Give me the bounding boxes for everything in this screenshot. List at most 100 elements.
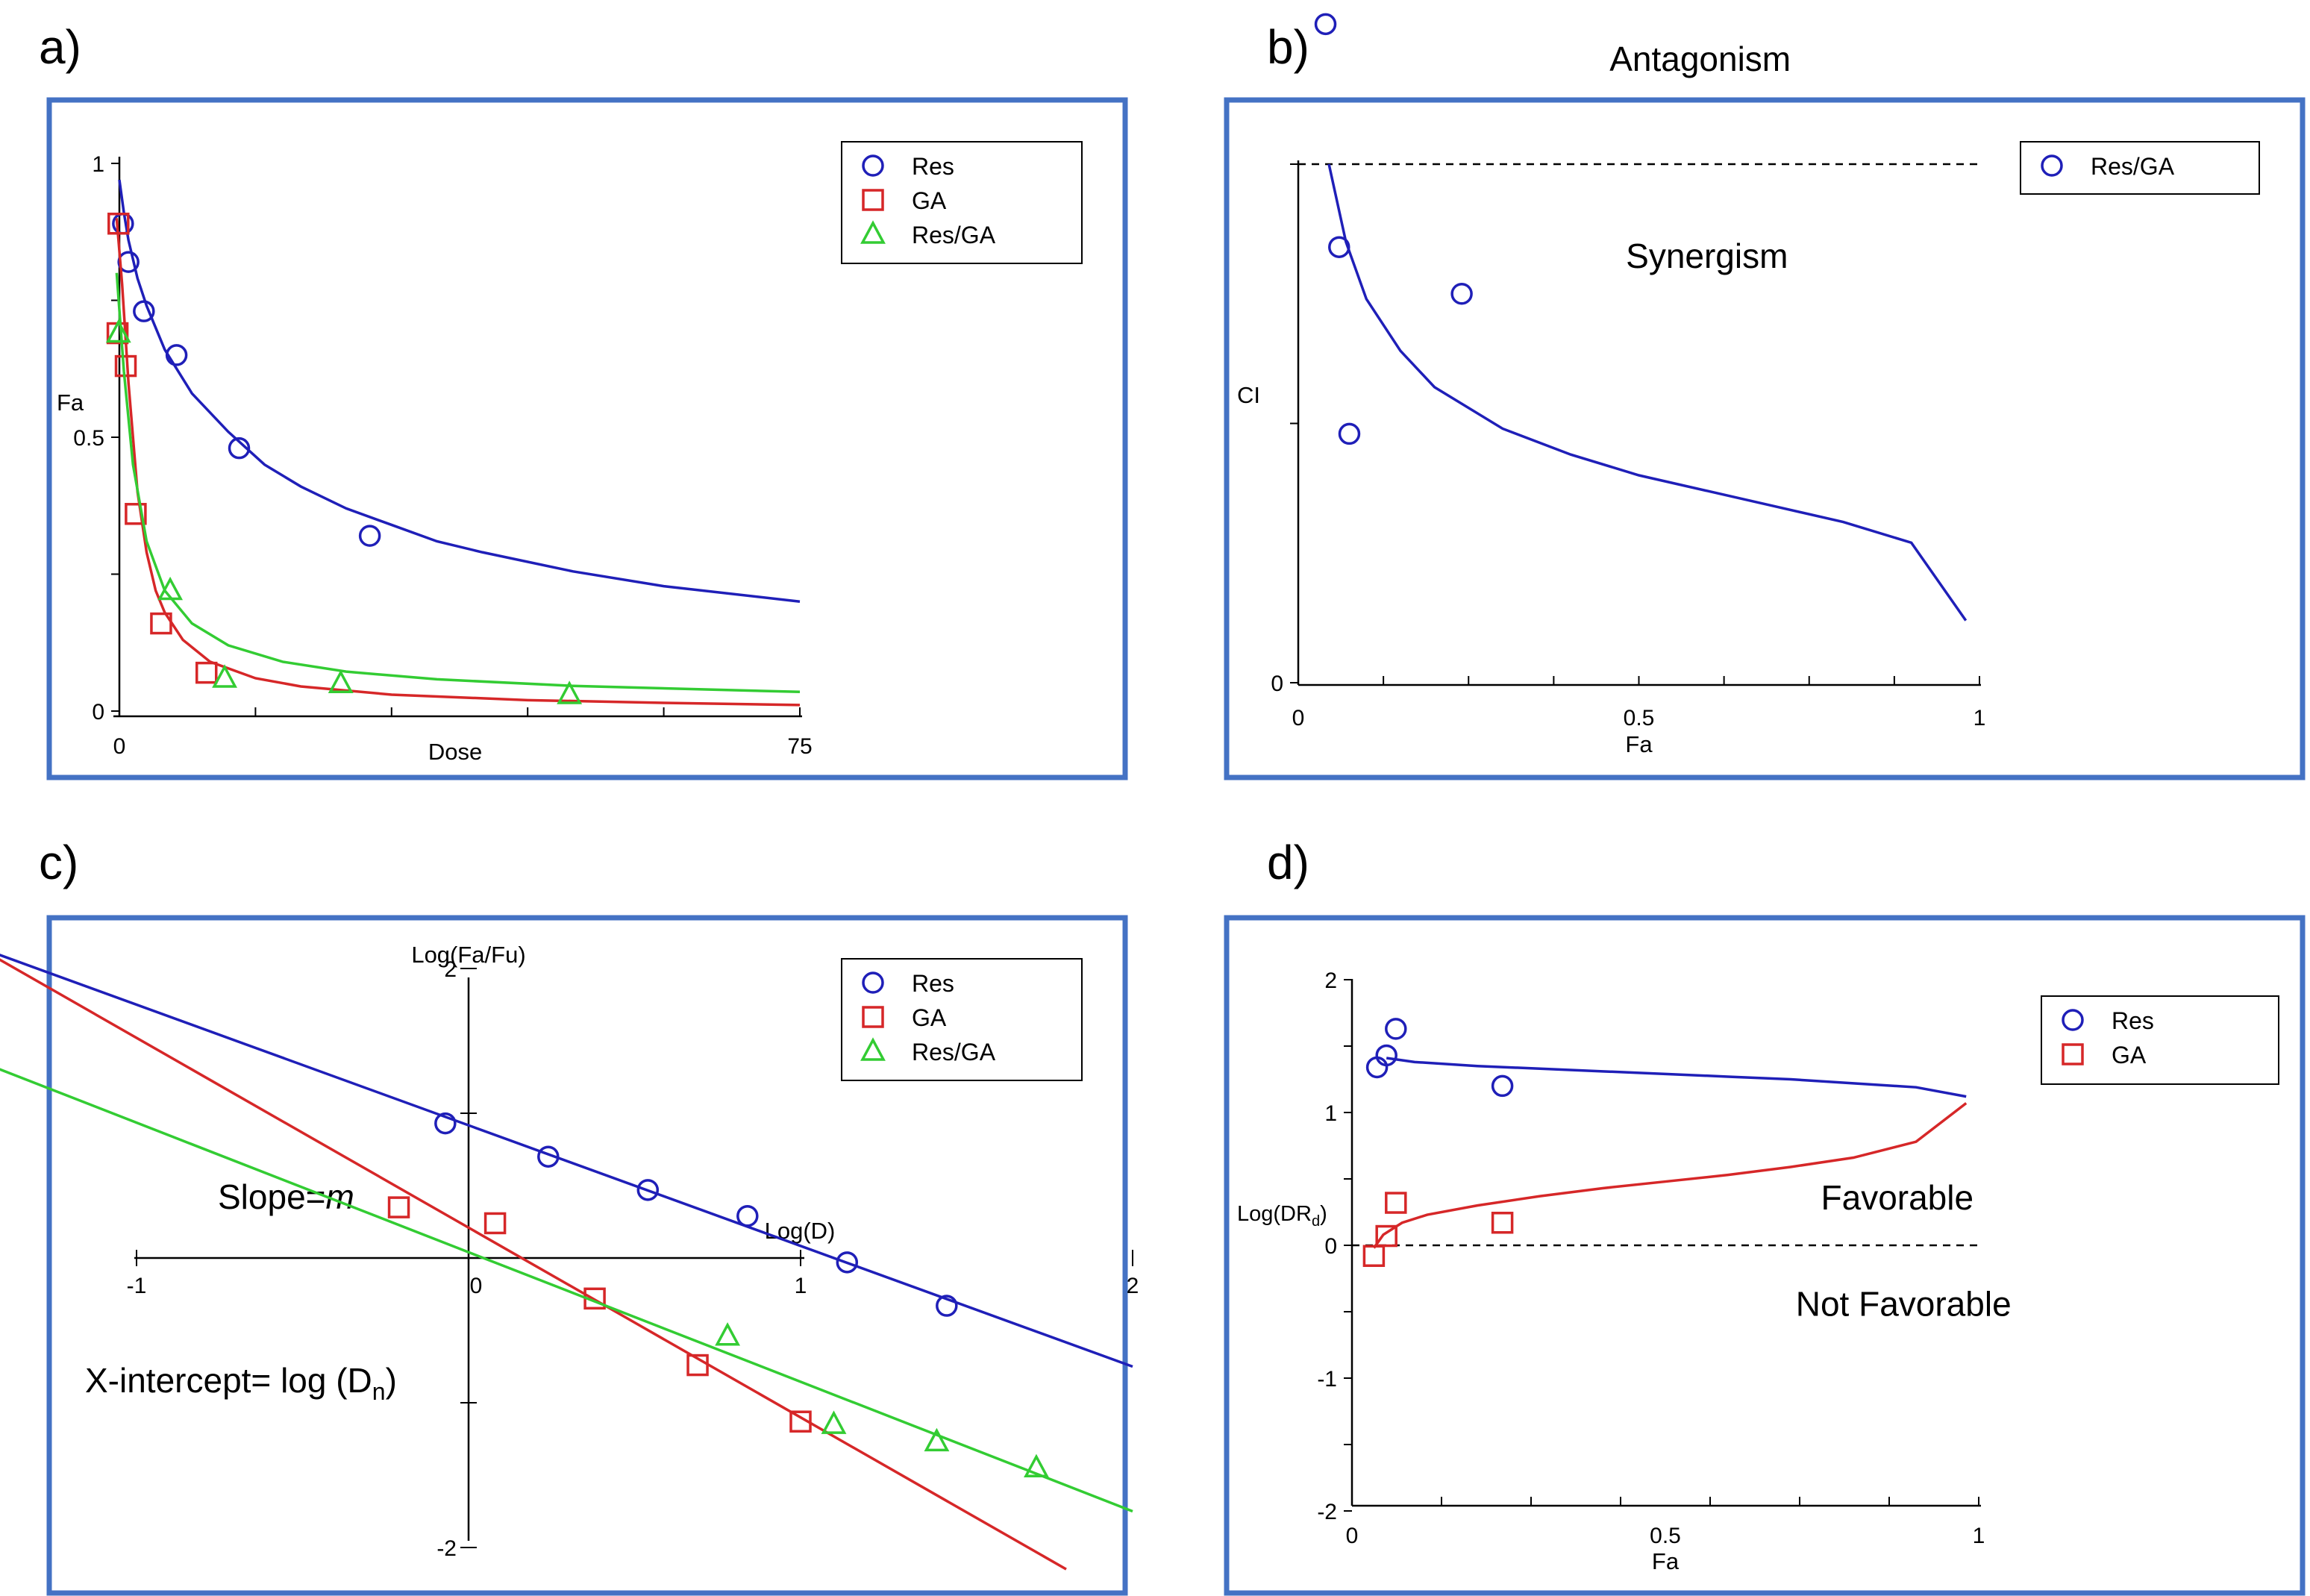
y-tick-label: 2 <box>1324 968 1337 993</box>
curve-ga <box>1372 1102 1968 1249</box>
point-ga <box>789 1410 812 1433</box>
y-tick-label: 0 <box>1271 672 1283 696</box>
point-res-ga <box>821 1410 847 1434</box>
point-ga <box>107 212 130 235</box>
point-ga <box>114 354 137 378</box>
point-ga <box>1362 1245 1386 1267</box>
point-res <box>936 1295 958 1317</box>
legend-label-ga: GA <box>2112 1042 2147 1068</box>
point-res-ga <box>328 669 354 694</box>
legend-label-res-ga: Res/GA <box>912 222 996 248</box>
legend-label-res-ga: Res/GA <box>912 1039 996 1065</box>
point-res <box>165 344 188 366</box>
panel-frame-c <box>46 915 1128 1596</box>
curve-ga <box>115 218 801 707</box>
panel-label-a: a) <box>39 20 81 74</box>
legend-marker-ga <box>2062 1043 2084 1065</box>
annotation-x-intercept-sub: n <box>372 1378 386 1405</box>
legend-marker-res <box>2062 1009 2084 1031</box>
point-res-ga <box>1024 1453 1049 1478</box>
point-ga <box>483 1212 507 1235</box>
point-res-ga <box>557 680 583 704</box>
annotation-favorable: Favorable <box>1821 1178 1974 1217</box>
x-axis-label: Fa <box>1652 1548 1680 1574</box>
fit-line-res-ga <box>0 1068 1133 1513</box>
x-tick-label: 2 <box>1127 1274 1139 1298</box>
x-tick-label: 0 <box>1346 1524 1359 1548</box>
point-res <box>537 1145 560 1168</box>
point-res <box>1491 1074 1514 1098</box>
point-res <box>836 1251 859 1274</box>
point-res <box>358 525 381 547</box>
curve-res-ga <box>1327 163 1968 622</box>
chart-a: 0 0.5 1 0 75 Dose Fa Res GA Res/GA <box>57 141 1083 765</box>
legend-label-res-ga: Res/GA <box>2091 153 2175 180</box>
y-tick-label: 1 <box>1324 1101 1337 1126</box>
y-axis-label-sub: d <box>1312 1213 1320 1230</box>
y-tick-label: -2 <box>1317 1500 1337 1524</box>
legend-box <box>2041 995 2279 1085</box>
legend-marker-res <box>862 154 884 177</box>
y-tick-label: 0.5 <box>73 426 104 451</box>
legend-label-res: Res <box>912 153 954 180</box>
legend-marker-res-ga <box>2041 154 2063 177</box>
point-res-ga <box>105 319 131 343</box>
panel-label-d: d) <box>1267 836 1309 889</box>
y-axis-label: Log(Fa/Fu) <box>411 942 525 968</box>
annotation-slope: Slope=m <box>218 1177 354 1216</box>
legend-label-ga: GA <box>912 1004 947 1031</box>
point-res <box>1375 1044 1397 1067</box>
y-tick-label: -1 <box>1317 1367 1337 1392</box>
x-axis-label: Fa <box>1625 731 1653 757</box>
point-ga <box>686 1354 709 1377</box>
legend-marker-ga <box>862 189 884 211</box>
x-tick-label: 0 <box>1292 706 1305 730</box>
curve-res <box>118 179 801 603</box>
x-tick-label: -1 <box>127 1274 147 1298</box>
point-res-ga <box>212 664 237 688</box>
legend-label-res: Res <box>912 970 954 997</box>
x-tick-label: 0.5 <box>1650 1524 1681 1548</box>
x-tick-label: 0 <box>113 734 126 759</box>
legend-marker-ga <box>862 1006 884 1028</box>
y-axis-label: CI <box>1237 382 1260 408</box>
y-tick-label: 0 <box>1324 1234 1337 1259</box>
curve-res-ga <box>115 272 801 694</box>
annotation-not-favorable: Not Favorable <box>1796 1284 2012 1323</box>
point-res-ga <box>924 1427 950 1452</box>
x-tick-label: 0.5 <box>1624 706 1655 730</box>
x-tick-label: 1 <box>1973 706 1986 730</box>
chart-d: -2 -1 0 1 2 0 0.5 1 Fa Log(DRd) Favorable Not Favor… <box>1237 968 2279 1574</box>
x-tick-label: 75 <box>787 734 812 759</box>
point-res <box>736 1204 759 1227</box>
point-res <box>636 1179 660 1201</box>
chart-c: -2-1012-22Log(D)Log(Fa/Fu)Slope=mX-inter… <box>0 942 1139 1571</box>
point-ga <box>387 1196 410 1218</box>
x-axis-label: Log(D) <box>765 1218 836 1244</box>
y-tick-label: 1 <box>92 152 104 177</box>
y-axis-label-tail: ) <box>1320 1202 1327 1226</box>
legend-label-res: Res <box>2112 1007 2154 1034</box>
point-res <box>1385 1018 1407 1040</box>
x-tick-label: 0 <box>470 1274 483 1298</box>
point-ga <box>125 503 147 525</box>
legend-marker-res <box>862 971 884 994</box>
annotation-synergism: Synergism <box>1626 237 1788 275</box>
annotation-x-intercept-tail: ) <box>386 1361 397 1400</box>
point-res-ga <box>1450 283 1473 305</box>
y-axis-label: Fa <box>57 389 84 416</box>
legend-marker-res-ga <box>860 1037 886 1061</box>
x-tick-label: 1 <box>795 1274 807 1298</box>
panel-frame-d <box>1224 915 2306 1596</box>
legend-marker-res-ga <box>860 220 886 244</box>
annotation-antagonism: Antagonism <box>1609 40 1791 78</box>
panel-label-b: b) <box>1267 20 1309 74</box>
point-res-ga <box>157 576 184 601</box>
point-res <box>434 1112 457 1135</box>
x-tick-label: 1 <box>1973 1524 1985 1548</box>
y-axis-label: Log(DRd) <box>1237 1202 1327 1230</box>
y-tick-label: 0 <box>92 700 104 725</box>
panel-frame-b <box>1224 97 2306 780</box>
point-ga <box>1385 1192 1407 1214</box>
